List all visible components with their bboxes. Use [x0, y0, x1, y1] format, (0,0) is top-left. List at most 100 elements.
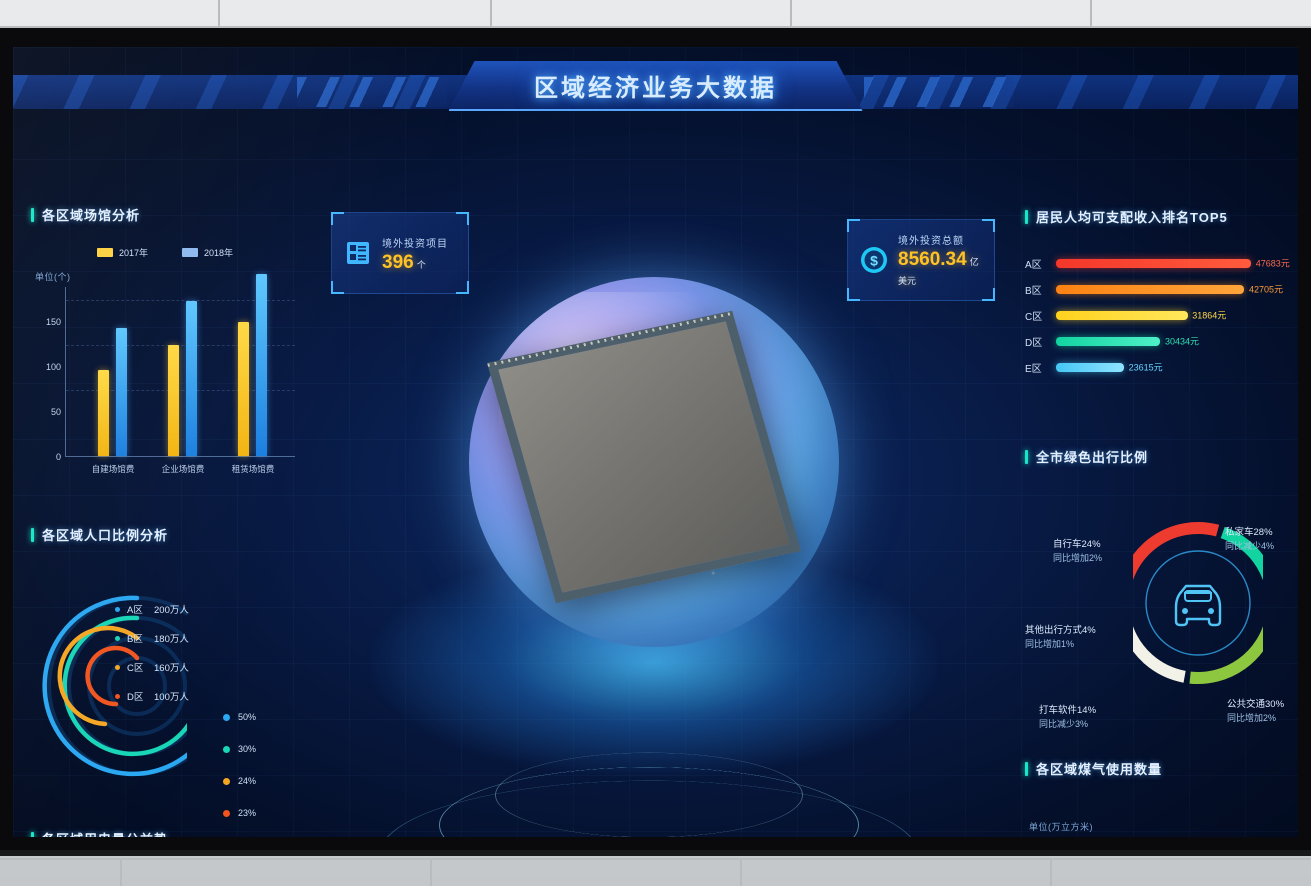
slice-label: 打车软件14%	[1039, 705, 1097, 716]
card-corner	[456, 212, 469, 225]
wall-seam	[0, 26, 1311, 28]
donut-label-bicycle[interactable]: 自行车24% 同比增加2%	[1053, 538, 1102, 567]
slice-sub: 同比减少4%	[1225, 541, 1275, 552]
kpi-number: 8560.34	[898, 249, 967, 270]
region-value: 180万人	[154, 634, 189, 645]
center-hero-visual	[299, 247, 999, 837]
panel-income-top5: 居民人均可支配收入排名TOP5 A区 47683元 B区 42705元 C区	[1025, 207, 1290, 427]
population-row-c[interactable]: C区 160万人	[115, 660, 189, 674]
bar-track: 31864元	[1056, 310, 1283, 321]
kpi-unit: 亿美元	[898, 257, 979, 286]
venue-chart-legend: 2017年 2018年	[31, 246, 299, 259]
bar-value: 30434元	[1164, 336, 1199, 347]
dashboard-header: 区域经济业务大数据	[13, 61, 1298, 123]
y-tick: 50	[50, 407, 61, 417]
panel-electricity-trend: 各区域用电量公益势	[31, 829, 299, 837]
bar-track: 42705元	[1056, 284, 1283, 295]
population-value-list: A区 200万人 B区 180万人 C区 160万人 D区 100万人	[115, 602, 189, 703]
legend-item-2017[interactable]: 2017年	[96, 246, 148, 259]
venue-plot-area: 0 50 100 150	[31, 274, 299, 479]
dollar-coin-icon: $	[859, 245, 889, 275]
slice-sub: 同比减少3%	[1039, 719, 1089, 730]
bar-value: 31864元	[1192, 310, 1227, 321]
slice-label: 私家车28%	[1225, 527, 1273, 538]
population-arcs-area: A区 200万人 B区 180万人 C区 160万人 D区 100万人	[31, 556, 299, 818]
region-value: 100万人	[154, 692, 189, 703]
bar-2018[interactable]	[256, 274, 267, 456]
wall-seam	[0, 858, 1311, 860]
card-corner	[456, 281, 469, 294]
gridline	[66, 390, 295, 391]
legend-item-2018[interactable]: 2018年	[182, 246, 233, 259]
wall-seam	[430, 858, 432, 886]
kpi-card-overseas-projects[interactable]: 境外投资项目 396 个	[331, 212, 469, 294]
y-tick: 100	[45, 362, 61, 372]
wall-seam	[790, 0, 792, 28]
region-label: D区	[1025, 337, 1043, 349]
dashboard-screen: 区域经济业务大数据	[13, 47, 1298, 837]
bar-2017[interactable]	[98, 370, 109, 456]
legend-dot	[223, 777, 230, 785]
gridline	[66, 345, 295, 346]
donut-label-other[interactable]: 其他出行方式4% 同比增加1%	[1025, 624, 1096, 653]
header-right-decoration	[864, 77, 1014, 107]
donut-label-public-transit[interactable]: 公共交通30% 同比增加2%	[1227, 698, 1284, 727]
wall-seam	[740, 858, 742, 886]
panel-title-gas: 各区域煤气使用数量	[1025, 759, 1293, 778]
kpi-label: 境外投资项目	[382, 238, 448, 250]
panel-venue-analysis: 各区域场馆分析 2017年 2018年 单位(个) 0 50 100 150	[31, 205, 299, 495]
bar-2017[interactable]	[238, 322, 249, 456]
card-corner	[847, 288, 860, 301]
kpi-card-overseas-amount[interactable]: $ 境外投资总额 8560.34 亿美元	[847, 219, 995, 301]
bar-group-0[interactable]	[98, 328, 127, 456]
population-row-d[interactable]: D区 100万人	[115, 689, 189, 703]
legend-item-0[interactable]: 50%	[223, 712, 256, 722]
bar-2017[interactable]	[168, 345, 179, 456]
panel-green-travel: 全市绿色出行比例	[1025, 447, 1297, 747]
venue-bars-plot	[65, 274, 295, 457]
panel-title-venue: 各区域场馆分析	[31, 205, 299, 224]
income-row-e[interactable]: E区 23615元	[1025, 354, 1283, 380]
x-tick-label: 租赁场馆费	[231, 464, 275, 474]
panel-gas-usage: 各区域煤气使用数量 单位(万立方米)	[1025, 759, 1293, 833]
kpi-unit: 个	[416, 259, 426, 270]
bar-value: 47683元	[1255, 258, 1290, 269]
region-value: 200万人	[154, 605, 189, 616]
income-row-c[interactable]: C区 31864元	[1025, 302, 1283, 328]
bar-group-1[interactable]	[168, 301, 197, 456]
region-name: D区	[127, 692, 144, 703]
panel-title-income: 居民人均可支配收入排名TOP5	[1025, 207, 1283, 226]
bar-fill	[1056, 362, 1125, 372]
bar-2018[interactable]	[186, 301, 197, 456]
legend-pct: 23%	[238, 808, 257, 818]
legend-item-3[interactable]: 23%	[223, 808, 256, 818]
region-name: C区	[127, 663, 144, 674]
kpi-value: 8560.34 亿美元	[898, 250, 983, 288]
wall-seam	[218, 0, 220, 28]
page-title: 区域经济业务大数据	[534, 74, 777, 102]
kpi-number: 396	[382, 251, 414, 273]
bar-track: 23615元	[1056, 362, 1283, 373]
income-row-a[interactable]: A区 47683元	[1025, 250, 1290, 276]
population-row-a[interactable]: A区 200万人	[115, 602, 189, 616]
y-tick: 150	[45, 317, 61, 327]
income-row-b[interactable]: B区 42705元	[1025, 276, 1283, 302]
region-name: B区	[127, 634, 143, 645]
population-row-b[interactable]: B区 180万人	[115, 631, 189, 645]
legend-swatch	[182, 248, 198, 257]
legend-item-2[interactable]: 24%	[223, 776, 256, 786]
panel-title-population: 各区域人口比例分析	[31, 525, 299, 544]
bar-2018[interactable]	[116, 328, 127, 456]
bar-group-2[interactable]	[238, 274, 267, 456]
wall-seam	[1090, 0, 1092, 28]
donut-label-ride-hailing[interactable]: 打车软件14% 同比减少3%	[1039, 704, 1096, 733]
donut-label-private-car[interactable]: 私家车28% 同比减少4%	[1225, 526, 1274, 555]
monitor-bezel: 区域经济业务大数据	[0, 28, 1311, 856]
bar-value: 42705元	[1248, 284, 1283, 295]
income-row-d[interactable]: D区 30434元	[1025, 328, 1283, 354]
legend-item-1[interactable]: 30%	[223, 744, 256, 754]
slice-sub: 同比增加1%	[1025, 639, 1075, 650]
bar-value: 23615元	[1128, 362, 1163, 373]
region-label: C区	[1025, 311, 1043, 323]
series-dot	[115, 693, 120, 699]
